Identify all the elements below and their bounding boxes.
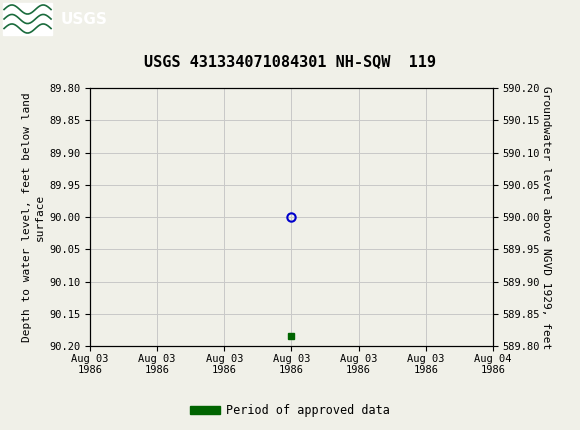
Text: USGS 431334071084301 NH-SQW  119: USGS 431334071084301 NH-SQW 119 bbox=[144, 54, 436, 69]
Legend: Period of approved data: Period of approved data bbox=[186, 399, 394, 422]
Y-axis label: Depth to water level, feet below land
surface: Depth to water level, feet below land su… bbox=[21, 92, 45, 342]
Text: USGS: USGS bbox=[61, 12, 108, 27]
Y-axis label: Groundwater level above NGVD 1929, feet: Groundwater level above NGVD 1929, feet bbox=[541, 86, 552, 349]
FancyBboxPatch shape bbox=[3, 3, 52, 35]
